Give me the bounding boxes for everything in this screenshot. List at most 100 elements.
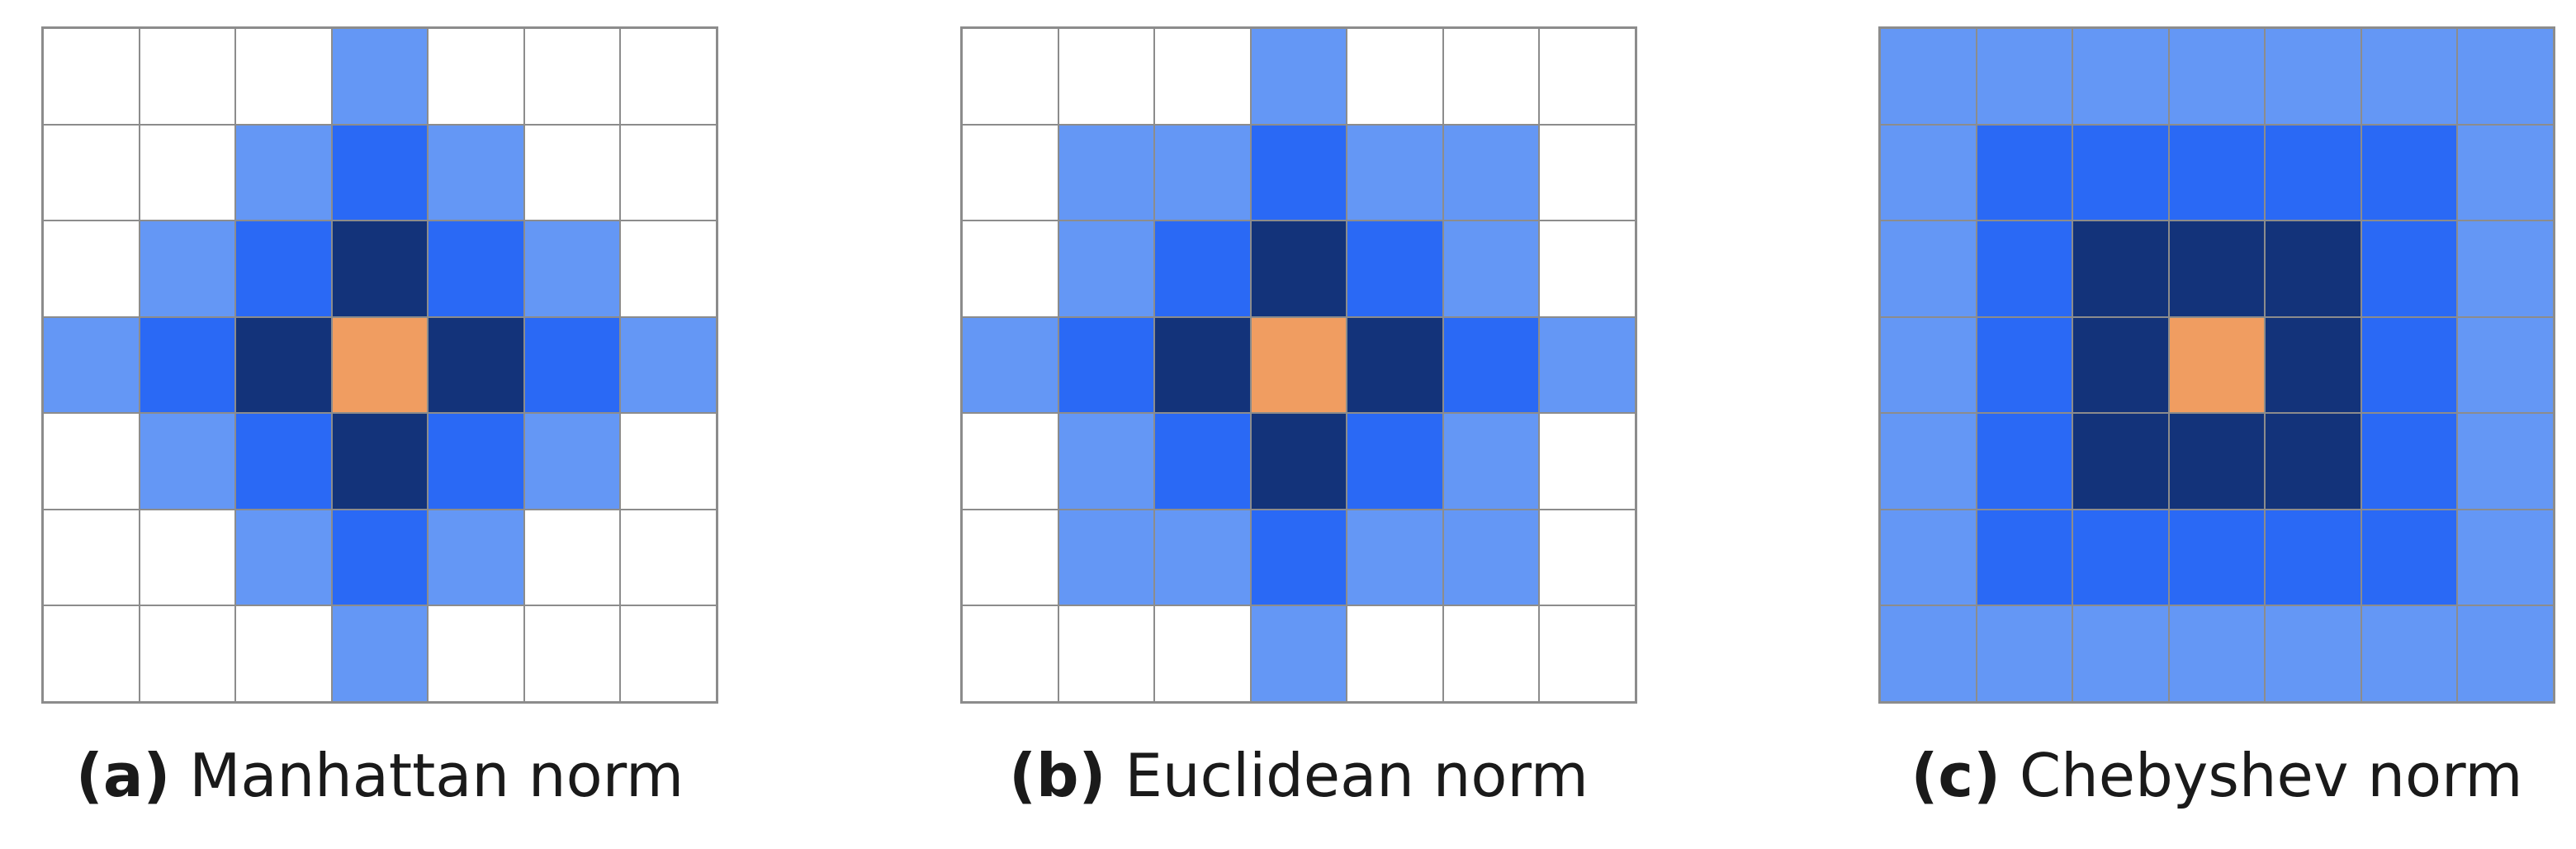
grid-cell-empty [620, 221, 717, 317]
grid-cell-empty [235, 28, 332, 125]
panel-manhattan: (a) Manhattan norm [41, 26, 718, 809]
grid-cell-medium [2361, 413, 2458, 510]
grid-cell-empty [620, 509, 717, 606]
grid-cell-dark [2265, 316, 2361, 414]
grid-cell-light [2457, 316, 2554, 414]
grid-cell-medium [1976, 221, 2073, 317]
grid-cell-empty [523, 28, 621, 125]
grid-cell-light [2361, 28, 2458, 125]
caption-label: Chebyshev norm [2019, 741, 2523, 810]
grid-cell-empty [1539, 509, 1636, 606]
grid-cell-light [2457, 413, 2554, 510]
grid-cell-empty [523, 605, 621, 702]
caption-euclidean: (b) Euclidean norm [911, 741, 1687, 810]
grid-cell-medium [1347, 221, 1443, 317]
panel-chebyshev: (c) Chebyshev norm [1878, 26, 2555, 809]
grid-cell-light [139, 413, 236, 510]
grid-cell-medium [2361, 221, 2458, 317]
grid-cell-light [2457, 605, 2554, 702]
grid-cell-empty [620, 605, 717, 702]
grid-cell-empty [962, 221, 1058, 317]
grid-cell-empty [1058, 28, 1155, 125]
grid-cell-dark [2265, 221, 2361, 317]
grid-cell-empty [523, 509, 621, 606]
grid-cell-medium [1058, 316, 1155, 414]
grid-cell-light [1880, 316, 1977, 414]
grid-cell-light [428, 124, 524, 221]
grid-cell-empty [235, 605, 332, 702]
grid-cell-light [1058, 124, 1155, 221]
grid-cell-light [2457, 221, 2554, 317]
grid-cell-medium [139, 316, 236, 414]
grid-cell-empty [1539, 221, 1636, 317]
grid-cell-light [2265, 28, 2361, 125]
grid-cell-light [1154, 124, 1251, 221]
grid-cell-dark [2168, 221, 2266, 317]
grid-cell-medium [1250, 509, 1347, 606]
grid-chebyshev [1878, 26, 2555, 704]
grid-cell-empty [428, 28, 524, 125]
grid-cell-medium [1442, 316, 1540, 414]
grid-cell-empty [1539, 28, 1636, 125]
grid-cell-dark [1250, 221, 1347, 317]
grid-cell-empty [43, 413, 140, 510]
grid-cell-dark [1154, 316, 1251, 414]
grid-euclidean [960, 26, 1637, 704]
grid-cell-medium [1250, 124, 1347, 221]
grid-cell-dark [2265, 413, 2361, 510]
grid-cell-light [2361, 605, 2458, 702]
grid-cell-light [1442, 124, 1540, 221]
grid-cell-light [1058, 509, 1155, 606]
grid-cell-dark [428, 316, 524, 414]
grid-cell-light [2072, 605, 2169, 702]
grid-cell-medium [235, 413, 332, 510]
grid-cell-medium [2072, 124, 2169, 221]
grid-cell-empty [1347, 28, 1443, 125]
grid-cell-empty [43, 509, 140, 606]
grid-cell-empty [620, 28, 717, 125]
grid-cell-empty [139, 605, 236, 702]
center-cell [331, 316, 429, 414]
grid-cell-dark [2072, 413, 2169, 510]
grid-cell-light [2168, 605, 2266, 702]
grid-cell-medium [523, 316, 621, 414]
grid-cell-medium [331, 124, 429, 221]
grid-manhattan [41, 26, 718, 704]
grid-cell-light [428, 509, 524, 606]
grid-cell-light [2457, 28, 2554, 125]
grid-cell-light [1442, 221, 1540, 317]
grid-cell-empty [139, 28, 236, 125]
caption-tag: (b) [1009, 741, 1106, 810]
grid-cell-light [1058, 413, 1155, 510]
grid-cell-empty [43, 605, 140, 702]
grid-cell-light [1058, 221, 1155, 317]
grid-cell-empty [428, 605, 524, 702]
grid-cell-empty [1539, 413, 1636, 510]
grid-cell-empty [43, 124, 140, 221]
grid-cell-empty [139, 509, 236, 606]
grid-cell-medium [235, 221, 332, 317]
grid-cell-empty [620, 413, 717, 510]
grid-cell-medium [1154, 413, 1251, 510]
caption-manhattan: (a) Manhattan norm [0, 741, 768, 810]
grid-cell-light [43, 316, 140, 414]
grid-cell-medium [1347, 413, 1443, 510]
center-cell [1250, 316, 1347, 414]
caption-tag: (c) [1911, 741, 2001, 810]
grid-cell-light [1976, 605, 2073, 702]
grid-cell-dark [2168, 413, 2266, 510]
grid-cell-light [1154, 509, 1251, 606]
grid-cell-medium [1154, 221, 1251, 317]
grid-cell-light [1880, 605, 1977, 702]
grid-cell-empty [139, 124, 236, 221]
grid-cell-light [1250, 605, 1347, 702]
grid-cell-light [2265, 605, 2361, 702]
grid-cell-dark [331, 413, 429, 510]
grid-cell-light [235, 509, 332, 606]
grid-cell-medium [2265, 509, 2361, 606]
grid-cell-empty [620, 124, 717, 221]
grid-cell-medium [1976, 124, 2073, 221]
caption-tag: (a) [75, 741, 171, 810]
grid-cell-light [235, 124, 332, 221]
grid-cell-light [1250, 28, 1347, 125]
